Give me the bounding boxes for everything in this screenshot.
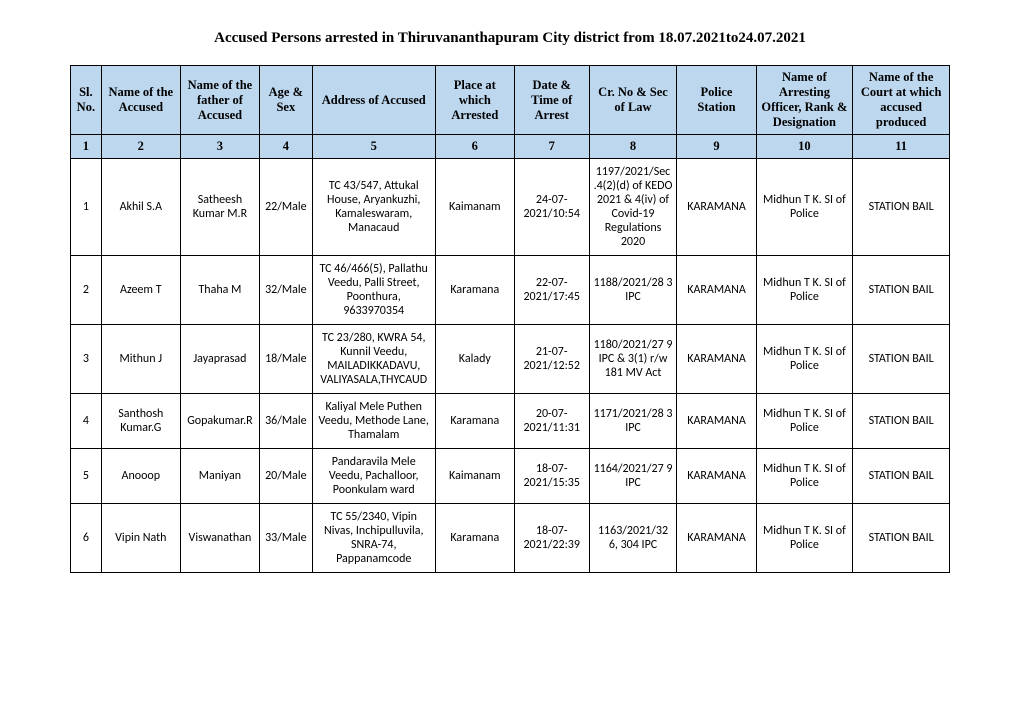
table-row: 4Santhosh Kumar.GGopakumar.R36/MaleKaliy…	[71, 394, 950, 449]
cell-agesex: 20/Male	[259, 449, 312, 504]
cell-agesex: 36/Male	[259, 394, 312, 449]
cell-address: Pandaravila Mele Veedu, Pachalloor, Poon…	[312, 449, 435, 504]
table-row: 2Azeem TThaha M32/MaleTC 46/466(5), Pall…	[71, 256, 950, 325]
col-number: 2	[101, 135, 180, 159]
cell-father: Viswanathan	[180, 504, 259, 573]
cell-datetime: 18-07-2021/15:35	[514, 449, 589, 504]
cell-place: Kaimanam	[435, 449, 514, 504]
cell-station: KARAMANA	[677, 256, 756, 325]
header-row: Sl. No. Name of the Accused Name of the …	[71, 66, 950, 135]
cell-datetime: 21-07-2021/12:52	[514, 325, 589, 394]
col-header: Place at which Arrested	[435, 66, 514, 135]
cell-address: TC 55/2340, Vipin Nivas, Inchipulluvila,…	[312, 504, 435, 573]
col-number: 4	[259, 135, 312, 159]
cell-sl: 1	[71, 159, 102, 256]
col-header: Name of the father of Accused	[180, 66, 259, 135]
cell-place: Kaimanam	[435, 159, 514, 256]
cell-crno: 1197/2021/Sec .4(2)(d) of KEDO 2021 & 4(…	[589, 159, 677, 256]
cell-station: KARAMANA	[677, 504, 756, 573]
cell-officer: Midhun T K. SI of Police	[756, 256, 853, 325]
col-number: 5	[312, 135, 435, 159]
cell-father: Gopakumar.R	[180, 394, 259, 449]
col-header: Date & Time of Arrest	[514, 66, 589, 135]
col-number: 6	[435, 135, 514, 159]
cell-accused: Akhil S.A	[101, 159, 180, 256]
cell-station: KARAMANA	[677, 449, 756, 504]
col-number: 10	[756, 135, 853, 159]
cell-sl: 4	[71, 394, 102, 449]
cell-father: Jayaprasad	[180, 325, 259, 394]
cell-place: Karamana	[435, 504, 514, 573]
cell-sl: 5	[71, 449, 102, 504]
col-header: Age & Sex	[259, 66, 312, 135]
table-row: 6Vipin NathViswanathan33/MaleTC 55/2340,…	[71, 504, 950, 573]
cell-officer: Midhun T K. SI of Police	[756, 449, 853, 504]
cell-station: KARAMANA	[677, 325, 756, 394]
col-number: 11	[853, 135, 950, 159]
cell-crno: 1188/2021/28 3 IPC	[589, 256, 677, 325]
cell-address: TC 43/547, Attukal House, Aryankuzhi, Ka…	[312, 159, 435, 256]
cell-station: KARAMANA	[677, 394, 756, 449]
col-header: Cr. No & Sec of Law	[589, 66, 677, 135]
cell-court: STATION BAIL	[853, 256, 950, 325]
cell-datetime: 18-07-2021/22:39	[514, 504, 589, 573]
cell-officer: Midhun T K. SI of Police	[756, 394, 853, 449]
cell-agesex: 22/Male	[259, 159, 312, 256]
cell-father: Maniyan	[180, 449, 259, 504]
cell-court: STATION BAIL	[853, 504, 950, 573]
cell-accused: Santhosh Kumar.G	[101, 394, 180, 449]
table-row: 5AnooopManiyan20/MalePandaravila Mele Ve…	[71, 449, 950, 504]
col-header: Name of Arresting Officer, Rank & Design…	[756, 66, 853, 135]
cell-father: Satheesh Kumar M.R	[180, 159, 259, 256]
cell-crno: 1163/2021/32 6, 304 IPC	[589, 504, 677, 573]
col-number: 7	[514, 135, 589, 159]
cell-officer: Midhun T K. SI of Police	[756, 325, 853, 394]
cell-address: TC 23/280, KWRA 54, Kunnil Veedu, MAILAD…	[312, 325, 435, 394]
cell-crno: 1171/2021/28 3 IPC	[589, 394, 677, 449]
cell-crno: 1180/2021/27 9 IPC & 3(1) r/w 181 MV Act	[589, 325, 677, 394]
cell-father: Thaha M	[180, 256, 259, 325]
arrest-table: Sl. No. Name of the Accused Name of the …	[70, 65, 950, 573]
col-header: Name of the Court at which accused produ…	[853, 66, 950, 135]
cell-officer: Midhun T K. SI of Police	[756, 159, 853, 256]
col-number: 1	[71, 135, 102, 159]
cell-place: Karamana	[435, 256, 514, 325]
page-title: Accused Persons arrested in Thiruvananth…	[70, 30, 950, 47]
col-number: 9	[677, 135, 756, 159]
cell-accused: Vipin Nath	[101, 504, 180, 573]
cell-address: TC 46/466(5), Pallathu Veedu, Palli Stre…	[312, 256, 435, 325]
cell-officer: Midhun T K. SI of Police	[756, 504, 853, 573]
cell-court: STATION BAIL	[853, 325, 950, 394]
cell-datetime: 24-07-2021/10:54	[514, 159, 589, 256]
col-number: 3	[180, 135, 259, 159]
cell-accused: Anooop	[101, 449, 180, 504]
cell-station: KARAMANA	[677, 159, 756, 256]
col-number: 8	[589, 135, 677, 159]
col-header: Sl. No.	[71, 66, 102, 135]
cell-sl: 6	[71, 504, 102, 573]
cell-datetime: 22-07-2021/17:45	[514, 256, 589, 325]
cell-address: Kaliyal Mele Puthen Veedu, Methode Lane,…	[312, 394, 435, 449]
cell-accused: Mithun J	[101, 325, 180, 394]
col-header: Police Station	[677, 66, 756, 135]
cell-accused: Azeem T	[101, 256, 180, 325]
cell-agesex: 18/Male	[259, 325, 312, 394]
cell-sl: 2	[71, 256, 102, 325]
cell-datetime: 20-07-2021/11:31	[514, 394, 589, 449]
cell-court: STATION BAIL	[853, 449, 950, 504]
column-number-row: 1 2 3 4 5 6 7 8 9 10 11	[71, 135, 950, 159]
cell-agesex: 33/Male	[259, 504, 312, 573]
cell-place: Kalady	[435, 325, 514, 394]
col-header: Address of Accused	[312, 66, 435, 135]
cell-court: STATION BAIL	[853, 159, 950, 256]
cell-place: Karamana	[435, 394, 514, 449]
cell-court: STATION BAIL	[853, 394, 950, 449]
cell-agesex: 32/Male	[259, 256, 312, 325]
table-row: 3Mithun JJayaprasad18/MaleTC 23/280, KWR…	[71, 325, 950, 394]
cell-sl: 3	[71, 325, 102, 394]
table-row: 1Akhil S.ASatheesh Kumar M.R22/MaleTC 43…	[71, 159, 950, 256]
col-header: Name of the Accused	[101, 66, 180, 135]
cell-crno: 1164/2021/27 9 IPC	[589, 449, 677, 504]
